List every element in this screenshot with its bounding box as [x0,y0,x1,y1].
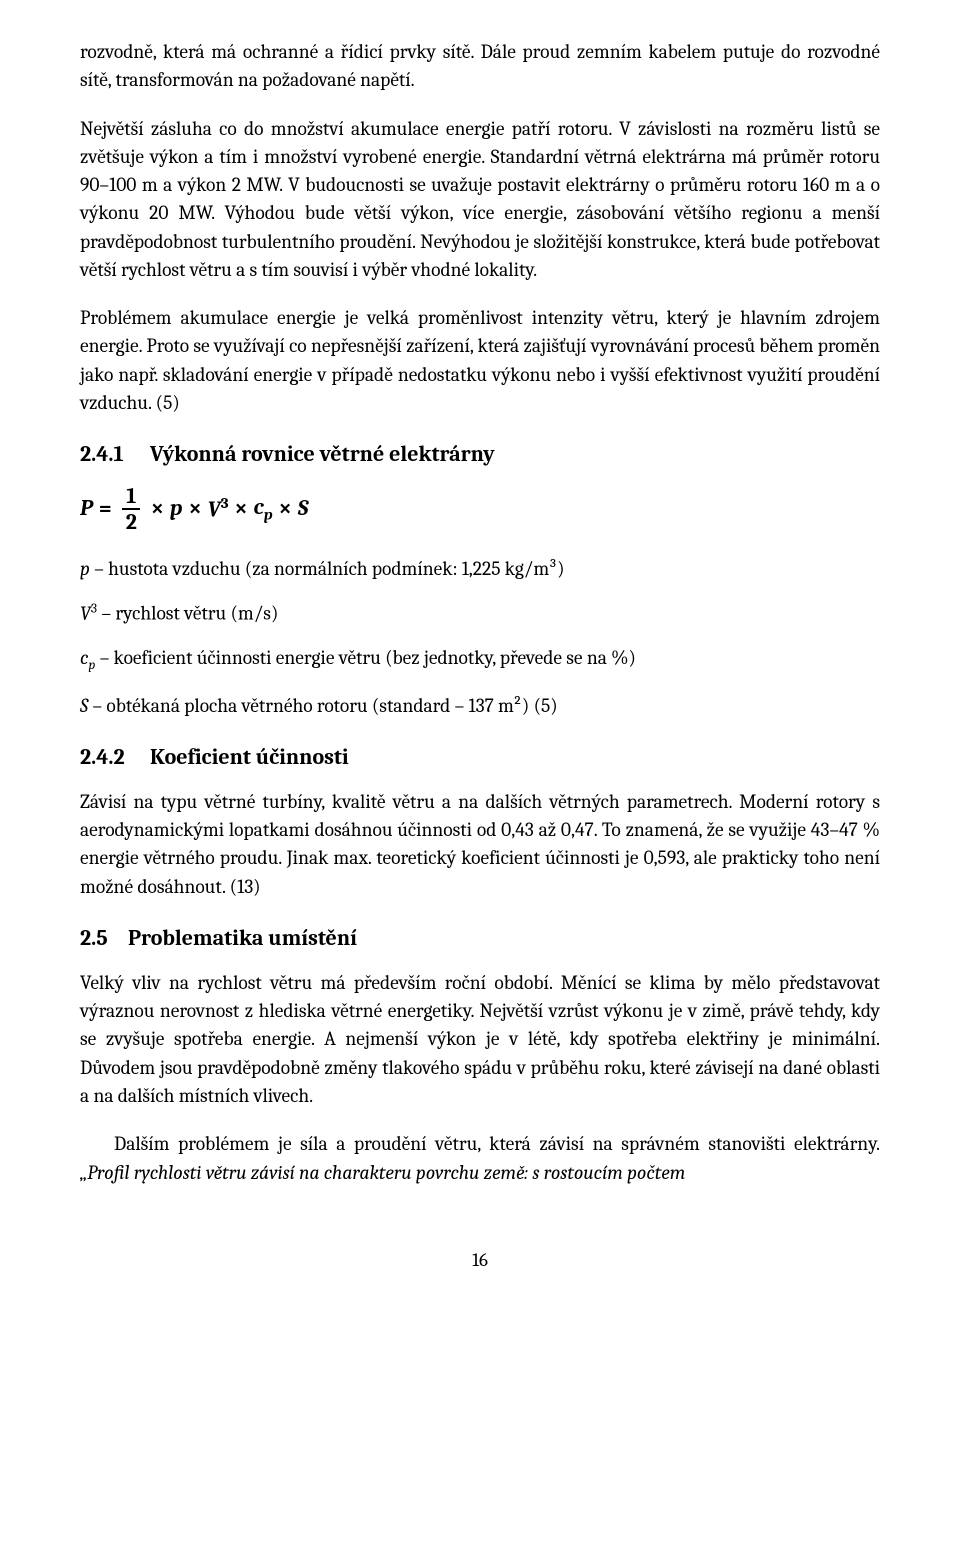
var-symbol: p [80,557,90,580]
variable-definition: cp – koeficient účinnosti energie větru … [80,644,880,676]
var-text: – hustota vzduchu (za normálních podmíne… [90,557,565,580]
formula-S: S [298,493,309,525]
variable-definition: S – obtékaná plocha větrného rotoru (sta… [80,692,880,720]
heading-title: Výkonná rovnice větrné elektrárny [150,441,495,467]
paragraph: Problémem akumulace energie je velká pro… [80,304,880,417]
para-plain-part: Dalším problémem je síla a proudění větr… [114,1132,880,1155]
paragraph: Velký vliv na rychlost větru má předevší… [80,969,880,1110]
fraction-den: 2 [122,510,141,533]
variable-definition: p – hustota vzduchu (za normálních podmí… [80,555,880,583]
heading-number: 2.5 [80,923,128,955]
var-text: – rychlost větru (m/s) [97,602,278,625]
var-symbol: V3 [80,602,97,625]
heading-2-4-1: 2.4.1Výkonná rovnice větrné elektrárny [80,439,880,471]
heading-title: Problematika umístění [128,925,357,951]
page-number: 16 [80,1247,880,1275]
var-symbol: cp [80,646,95,669]
formula-times: × [151,493,164,525]
var-symbol: S [80,694,88,717]
paragraph: Závisí na typu větrné turbíny, kvalitě v… [80,788,880,901]
paragraph: Dalším problémem je síla a proudění větr… [80,1130,880,1187]
heading-2-5: 2.5Problematika umístění [80,923,880,955]
formula-c-sub: p [264,506,273,524]
variable-definition: V3 – rychlost větru (m/s) [80,599,880,628]
var-text: – obtékaná plocha větrného rotoru (stand… [88,694,558,717]
formula-c-base: c [254,494,264,520]
var-V-base: V [80,602,91,625]
formula-eq: = [99,493,112,525]
formula-times: × [279,493,292,525]
page-container: rozvodně, která má ochranné a řídicí prv… [0,0,960,1314]
formula-V-base: V [208,496,221,522]
var-text: – koeficient účinnosti energie větru (be… [95,646,636,669]
power-equation: P = 1 2 × p × V3 × cp × S [80,485,880,533]
formula-times: × [189,493,202,525]
para-italic-part: „Profil rychlosti větru závisí na charak… [80,1161,685,1184]
heading-2-4-2: 2.4.2Koeficient účinnosti [80,742,880,774]
formula-times: × [235,493,248,525]
heading-number: 2.4.2 [80,742,150,774]
formula-fraction: 1 2 [122,485,141,533]
heading-title: Koeficient účinnosti [150,744,349,770]
formula-c: cp [254,492,273,526]
formula-P: P [80,493,93,525]
paragraph: rozvodně, která má ochranné a řídicí prv… [80,38,880,95]
fraction-num: 1 [122,485,140,510]
formula-V: V3 [208,492,229,526]
heading-number: 2.4.1 [80,439,150,471]
formula-V-sup: 3 [221,494,229,512]
formula-p: p [170,493,183,525]
paragraph: Největší zásluha co do množství akumulac… [80,115,880,285]
